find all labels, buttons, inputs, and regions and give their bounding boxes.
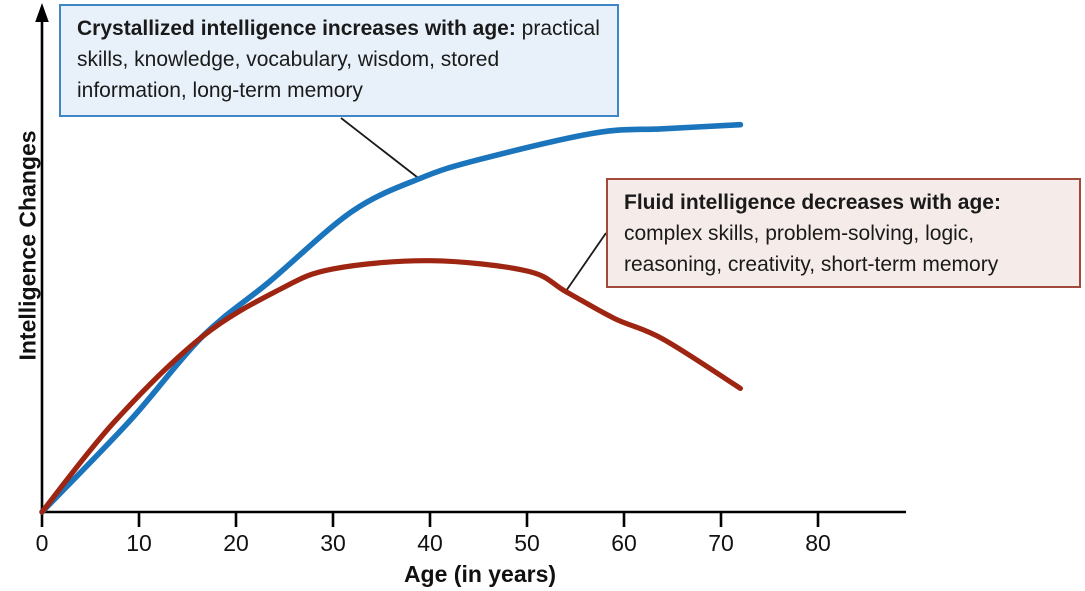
x-tick-label: 50 <box>514 530 540 556</box>
x-axis-label: Age (in years) <box>403 561 557 587</box>
fluid-annotation-title: Fluid intelligence decreases with age: <box>624 191 1001 214</box>
fluid-curve <box>39 258 743 515</box>
x-tick-label: 10 <box>126 530 152 556</box>
x-tick-label: 70 <box>708 530 734 556</box>
x-tick-label: 40 <box>417 530 443 556</box>
crystallized-annotation-box: Crystallized intelligence increases with… <box>59 4 619 117</box>
crystallized-curve <box>39 121 744 515</box>
x-tick-label: 80 <box>805 530 831 556</box>
x-tick-label: 0 <box>36 530 49 556</box>
y-axis-label: Intelligence Changes <box>14 130 41 361</box>
x-tick-label: 20 <box>223 530 249 556</box>
crystallized-annotation-title: Crystallized intelligence increases with… <box>77 17 516 40</box>
crystallized-leader-line <box>340 117 418 178</box>
x-axis-ticks: 0 10 20 30 40 50 60 70 80 <box>36 512 831 556</box>
data-curves <box>39 121 744 515</box>
y-axis-arrowhead-icon <box>35 3 49 22</box>
callout-leader-lines <box>340 117 607 292</box>
x-tick-label: 30 <box>320 530 346 556</box>
x-tick-label: 60 <box>611 530 637 556</box>
fluid-annotation-box: Fluid intelligence decreases with age: c… <box>606 178 1081 288</box>
fluid-leader-line <box>565 232 607 292</box>
fluid-annotation-body: complex skills, problem-solving, logic, … <box>624 222 999 276</box>
crystallized-annotation-body: practical skills, knowledge, vocabulary,… <box>77 17 600 102</box>
